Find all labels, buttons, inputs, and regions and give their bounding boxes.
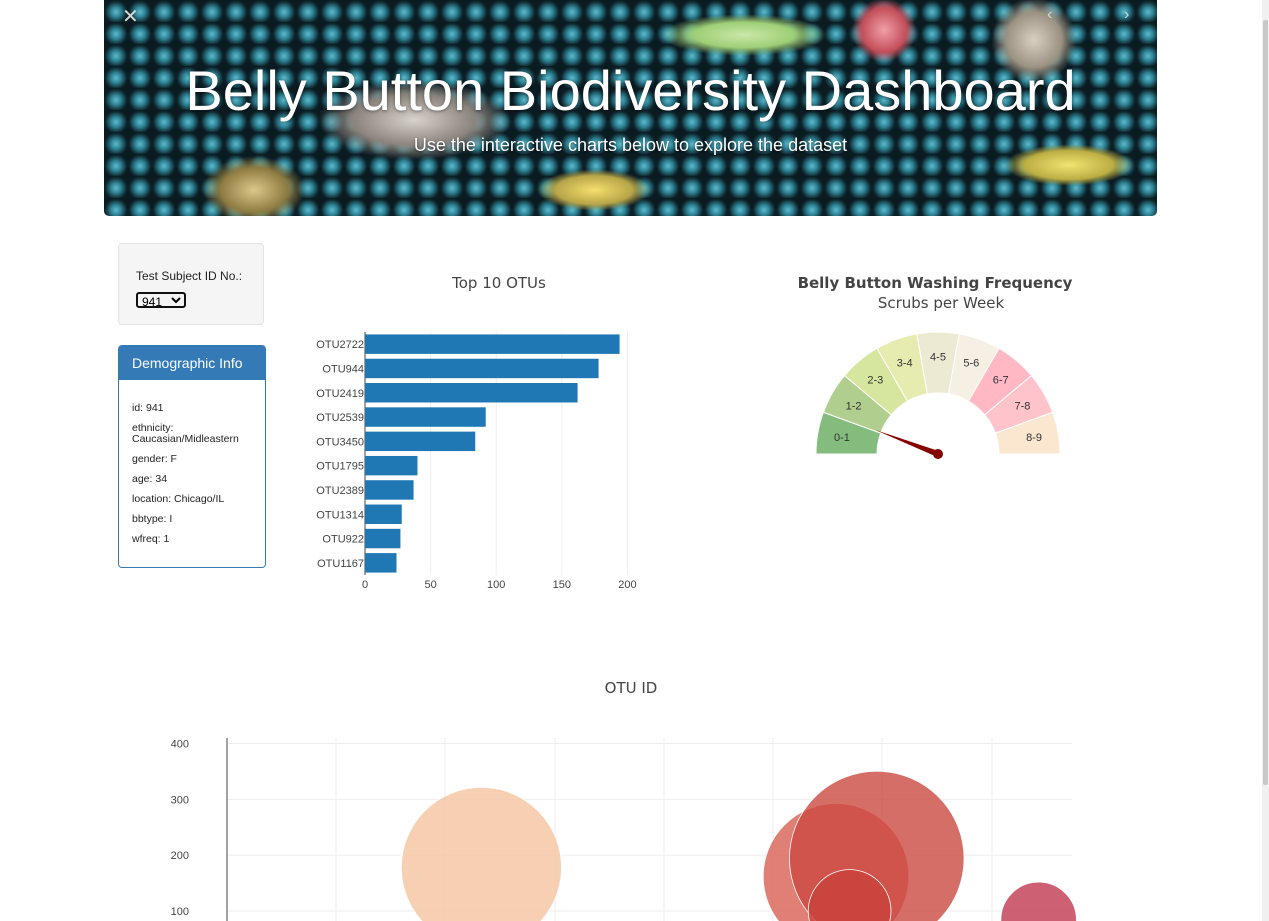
washing-frequency-gauge[interactable]: Belly Button Washing Frequency Scrubs pe… (760, 260, 1120, 480)
bar[interactable] (365, 358, 599, 379)
gauge-segment-label: 7-8 (1014, 400, 1030, 412)
bar[interactable] (365, 383, 578, 403)
gauge-segment-label: 8-9 (1026, 432, 1042, 444)
demographic-panel-title: Demographic Info (119, 346, 265, 380)
bar[interactable] (365, 504, 402, 524)
gauge-segment-label: 2-3 (867, 374, 883, 386)
bubble-y-tick: 200 (171, 850, 189, 862)
demo-wfreq: wfreq: 1 (132, 533, 170, 545)
top10-otu-bar-chart[interactable]: Top 10 OTUs OTU2722 OTU944 OTU2419 OTU2539 O… (300, 260, 660, 600)
bubble-point[interactable] (1000, 881, 1077, 921)
bubble-chart-title: OTU ID (605, 679, 658, 697)
gauge-needle (875, 430, 940, 457)
page-title: Belly Button Biodiversity Dashboard (185, 59, 1076, 122)
bar-x-tick: 50 (424, 579, 436, 591)
demo-bbtype: bbtype: I (132, 513, 173, 525)
bar-category-label: OTU2539 (316, 412, 364, 424)
gauge-segment-label: 5-6 (963, 357, 979, 369)
bar-x-tick: 200 (618, 579, 636, 591)
hero-banner: ✕ ‹ › Belly Button Biodiversity Dashboar… (104, 0, 1157, 216)
bar[interactable] (365, 407, 486, 427)
gauge-segment[interactable] (994, 411, 1061, 455)
gauge-segment-label: 6-7 (993, 374, 1009, 386)
bar-category-label: OTU3450 (316, 436, 364, 448)
bar[interactable] (365, 480, 414, 500)
scrollbar-thumb[interactable] (1263, 20, 1268, 785)
gauge-segment-label: 0-1 (834, 432, 850, 444)
demo-location: location: Chicago/IL (132, 493, 225, 505)
bar-x-tick: 100 (487, 579, 505, 591)
bar-category-label: OTU1795 (316, 461, 364, 473)
gauge-segment-label: 1-2 (846, 400, 862, 412)
demo-ethnicity: ethnicity: Caucasian/Midleastern (132, 422, 239, 445)
bar-category-label: OTU2389 (316, 485, 364, 497)
bar-category-label: OTU2722 (316, 339, 364, 351)
bar-x-tick: 0 (362, 579, 368, 591)
gauge-subtitle: Scrubs per Week (878, 294, 1005, 312)
demographic-panel: Demographic Info id: 941 ethnicity: Cauc… (118, 345, 266, 568)
bar[interactable] (365, 431, 476, 452)
chevron-left-icon[interactable]: ‹ (1047, 6, 1053, 23)
otu-bubble-chart[interactable]: OTU ID 100 200 300 400 (140, 670, 1100, 921)
bubble-y-tick: 100 (171, 906, 189, 918)
page-subtitle: Use the interactive charts below to expl… (413, 135, 848, 155)
demo-gender: gender: F (132, 453, 177, 465)
bubble-point[interactable] (400, 786, 562, 921)
bar-category-label: OTU922 (322, 534, 364, 546)
subject-selector-label: Test Subject ID No.: (136, 269, 243, 283)
subject-select[interactable]: 941 (136, 292, 186, 308)
bar-x-tick: 150 (553, 579, 571, 591)
bar-category-label: OTU1167 (317, 558, 364, 570)
subject-selector-panel: Test Subject ID No.: 941 (118, 243, 264, 325)
bubble-y-tick: 300 (171, 794, 189, 806)
bar-category-label: OTU944 (322, 363, 364, 375)
gauge-title: Belly Button Washing Frequency (798, 274, 1073, 292)
close-icon[interactable]: ✕ (122, 6, 139, 28)
demo-age: age: 34 (132, 473, 168, 485)
bar-chart-title: Top 10 OTUs (451, 274, 546, 292)
gauge-needle-hub (933, 449, 943, 459)
bar[interactable] (365, 455, 418, 476)
bubble-y-tick: 400 (171, 739, 189, 751)
bar-category-label: OTU2419 (316, 388, 364, 400)
chevron-right-icon[interactable]: › (1124, 6, 1130, 23)
gauge-segment-label: 3-4 (897, 357, 913, 369)
bar[interactable] (365, 553, 397, 573)
demo-id: id: 941 (132, 402, 164, 414)
bar[interactable] (365, 334, 620, 354)
bar[interactable] (365, 528, 401, 549)
gauge-segment-label: 4-5 (930, 352, 946, 364)
bar-category-label: OTU1314 (316, 509, 364, 521)
bubble-point[interactable] (807, 869, 892, 921)
